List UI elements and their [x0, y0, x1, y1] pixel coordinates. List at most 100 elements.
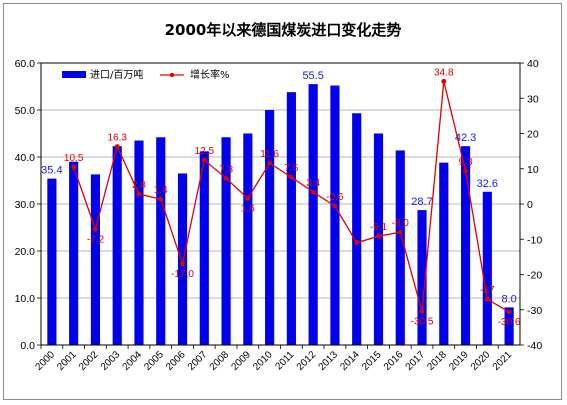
x-tick-label-2002: 2002	[77, 349, 101, 373]
growth-point-2006	[180, 261, 185, 267]
growth-point-2002	[93, 226, 98, 232]
x-tick-label-2019: 2019	[447, 349, 471, 373]
bar-2007	[199, 151, 209, 345]
bar-2010	[265, 110, 275, 345]
x-tick-label-2000: 2000	[33, 349, 57, 373]
growth-point-2004	[136, 191, 142, 197]
x-tick-label-2010: 2010	[251, 349, 275, 373]
bar-label-2020: 32.6	[477, 178, 498, 190]
growth-label-2010: 11.6	[260, 149, 279, 160]
growth-point-2005	[158, 196, 164, 202]
bar-2001	[69, 161, 79, 345]
growth-point-2017	[419, 309, 425, 314]
legend: 进口/百万吨 增长率%	[62, 68, 230, 81]
growth-point-2007	[201, 157, 207, 163]
x-tick-label-2015: 2015	[360, 349, 384, 373]
growth-label-2003: 16.3	[107, 133, 127, 144]
left-axis-tick-label: 30.0	[15, 199, 36, 211]
bar-label-2019: 42.3	[455, 132, 476, 144]
growth-point-2021	[506, 309, 512, 315]
growth-label-2013: -0.6	[326, 192, 344, 203]
growth-point-2008	[223, 175, 229, 181]
bar-2006	[177, 173, 188, 345]
growth-point-2014	[354, 240, 360, 246]
growth-rate-line	[71, 78, 512, 315]
growth-point-2010	[267, 160, 273, 166]
growth-label-2001: 10.5	[64, 153, 84, 164]
growth-point-2019	[463, 168, 468, 174]
bar-2008	[221, 137, 231, 345]
bar-2016	[395, 150, 405, 345]
x-tick-label-2017: 2017	[404, 349, 428, 373]
right-axis-tick-label: 30	[527, 93, 539, 105]
bar-2009	[243, 133, 253, 345]
growth-label-2005: 1.4	[154, 185, 168, 196]
growth-point-2001	[71, 164, 77, 170]
right-axis-tick-label: 40	[527, 58, 539, 70]
bar-2014	[352, 113, 362, 345]
left-axis-tick-label: 50.0	[15, 105, 36, 117]
growth-point-2009	[245, 195, 251, 201]
legend-marker-growth	[169, 72, 175, 78]
x-tick-label-2014: 2014	[338, 349, 362, 373]
growth-label-2008: 7.3	[219, 164, 233, 175]
right-axis-tick-label: -40	[527, 340, 542, 352]
left-axis-tick-label: 0.0	[20, 340, 35, 352]
x-tick-label-2005: 2005	[142, 349, 166, 373]
growth-label-2018: 34.8	[434, 67, 454, 78]
x-tick-label-2003: 2003	[99, 349, 123, 373]
growth-label-2012: 3.4	[306, 178, 320, 189]
left-axis-tick-label: 40.0	[15, 152, 36, 164]
growth-label-2002: -7.2	[87, 234, 105, 245]
growth-label-2007: 12.5	[195, 146, 215, 157]
growth-label-2006: -17.0	[171, 269, 194, 280]
right-axis-tick-label: 0	[527, 199, 533, 211]
bar-2021	[504, 307, 514, 345]
legend-label-import: 进口/百万吨	[90, 68, 143, 81]
left-axis-tick-label: 60.0	[15, 58, 36, 70]
legend-label-growth: 增长率%	[190, 68, 230, 81]
left-axis-tick-label: 10.0	[15, 293, 36, 305]
chart-title: 2000年以来德国煤炭进口变化走势	[165, 21, 402, 39]
bar-2005	[156, 137, 166, 345]
legend-swatch-import	[62, 71, 86, 78]
growth-label-2015: -9.1	[370, 222, 388, 233]
left-axis-tick-label: 20.0	[15, 246, 36, 258]
bar-2002	[90, 174, 101, 345]
bar-2017	[417, 210, 427, 345]
bar-2015	[373, 133, 384, 345]
growth-label-2011: 7.6	[284, 163, 298, 174]
growth-point-2013	[332, 203, 338, 209]
bar-label-2021: 8.0	[501, 293, 516, 305]
x-tick-label-2016: 2016	[382, 349, 406, 373]
bar-2019	[460, 146, 471, 345]
growth-label-2020: -27	[480, 285, 495, 296]
growth-point-2020	[484, 296, 490, 302]
bar-2003	[112, 146, 122, 345]
right-axis-tick-label: -20	[527, 270, 542, 282]
x-tick-label-2001: 2001	[55, 349, 79, 373]
bar-label-2000: 35.4	[41, 165, 62, 177]
x-tick-label-2020: 2020	[469, 349, 493, 373]
growth-label-2017: -30.5	[411, 317, 434, 328]
right-axis-tick-label: 10	[527, 164, 539, 176]
x-tick-label-2009: 2009	[229, 349, 253, 373]
growth-point-2003	[114, 144, 120, 149]
bar-2011	[286, 92, 296, 345]
bar-2004	[134, 140, 144, 345]
x-tick-label-2012: 2012	[295, 349, 319, 373]
growth-label-2016: -8.0	[392, 218, 410, 229]
growth-label-2004: 2.8	[132, 180, 146, 191]
data-labels: 35.4 55.5 28.7 42.3 32.6 8.0 10.5 -7.2 16.3 2.8 1.…	[41, 67, 521, 328]
growth-point-2016	[397, 229, 403, 235]
bar-2018	[439, 162, 449, 345]
x-tick-label-2011: 2011	[274, 349, 297, 372]
growth-point-2012	[310, 189, 316, 195]
right-axis-tick-label: 20	[527, 129, 539, 141]
growth-label-2009: 1.6	[241, 203, 255, 214]
bar-label-2017: 28.7	[411, 196, 432, 208]
growth-point-2011	[288, 174, 294, 180]
right-axis-tick-label: -30	[527, 305, 542, 317]
growth-point-2015	[376, 233, 381, 239]
